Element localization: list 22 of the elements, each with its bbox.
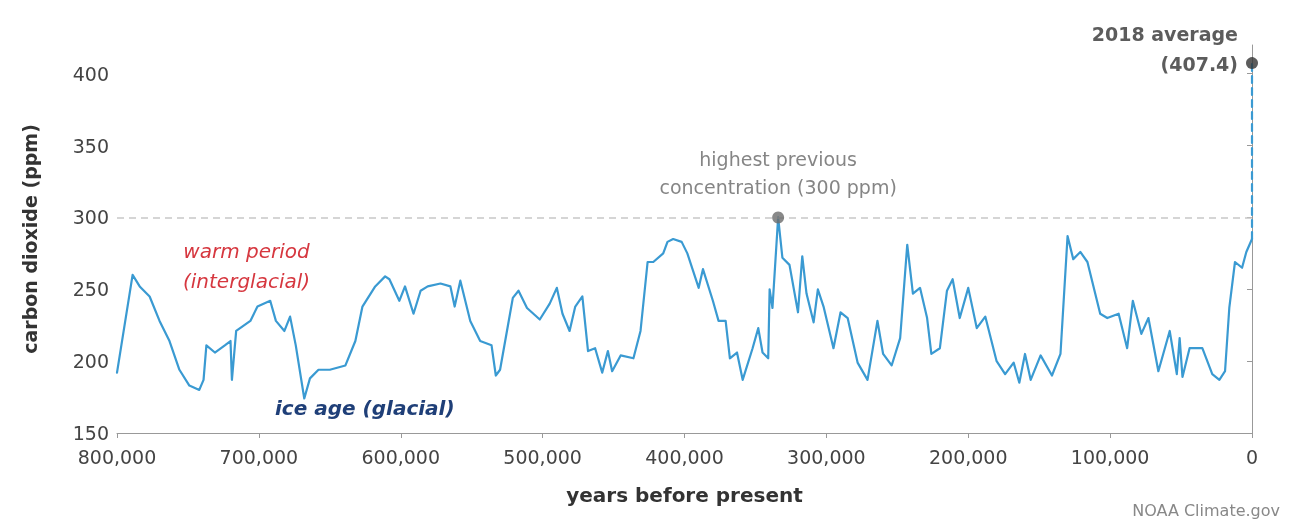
- x-tick-label: 600,000: [361, 445, 441, 468]
- x-axis-title: years before present: [566, 483, 804, 507]
- y-tick-label: 150: [72, 422, 109, 444]
- x-tick-label: 0: [1245, 445, 1259, 468]
- annotation: warm period (interglacial): [182, 239, 311, 293]
- y-axis-title: carbon dioxide (ppm): [18, 124, 41, 354]
- y-tick-label: 300: [72, 206, 109, 229]
- x-tick-label: 700,000: [219, 445, 299, 468]
- x-tick-label: 500,000: [503, 445, 582, 468]
- y-tick-label: 400: [72, 62, 109, 85]
- x-tick-label: 300,000: [787, 445, 866, 468]
- text: NOAA Climate.gov: [1132, 500, 1281, 520]
- annotation: ice age (glacial): [275, 396, 455, 420]
- x-tick-label: 100,000: [1070, 445, 1150, 468]
- y-tick-label: 200: [72, 350, 109, 373]
- annotation: highest previous concentration (300 ppm): [659, 148, 897, 199]
- annotation: 2018 average (407.4): [1091, 23, 1238, 76]
- y-tick-label: 350: [72, 134, 109, 157]
- y-tick-label: 250: [72, 278, 109, 301]
- x-tick-label: 400,000: [645, 445, 724, 468]
- x-tick-label: 200,000: [928, 445, 1008, 468]
- x-tick-label: 800,000: [77, 445, 157, 468]
